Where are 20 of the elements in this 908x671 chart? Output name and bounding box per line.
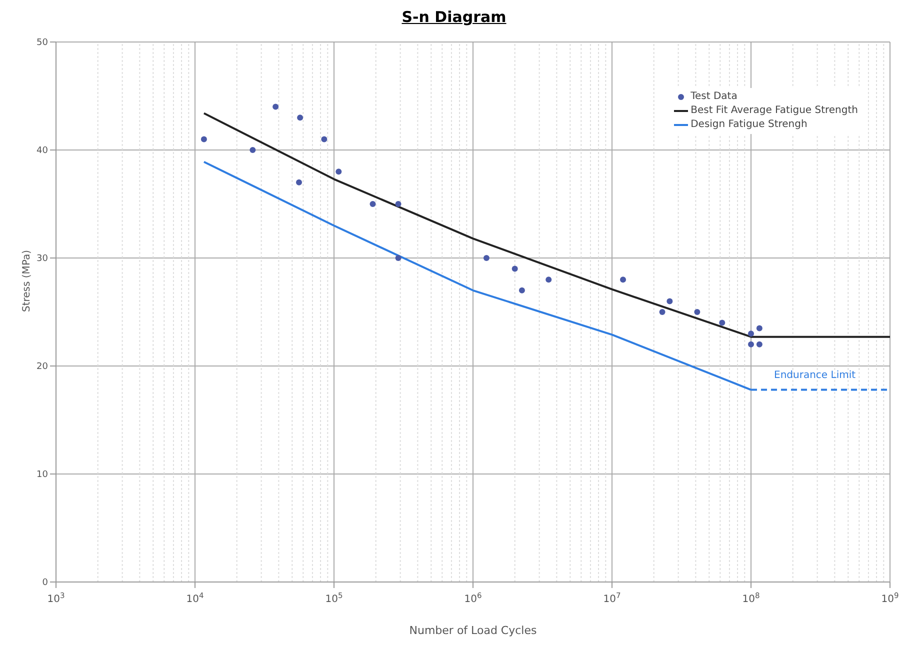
legend-label: Best Fit Average Fatigue Strength bbox=[690, 104, 858, 118]
y-tick-label: 0 bbox=[42, 578, 48, 588]
x-tick-label: 10$^{5}$ bbox=[325, 590, 343, 605]
x-axis-title: Number of Load Cycles bbox=[409, 624, 537, 637]
y-tick-label: 20 bbox=[36, 362, 48, 372]
annotation: Endurance Limit bbox=[774, 370, 856, 381]
x-tick-label: 10$^{7}$ bbox=[603, 590, 621, 605]
x-tick-label: 10$^{3}$ bbox=[47, 590, 65, 605]
legend-label: Test Data bbox=[690, 90, 738, 104]
y-tick-label: 40 bbox=[36, 146, 48, 156]
chart-title: S-n Diagram bbox=[400, 8, 508, 28]
x-tick-label: 10$^{9}$ bbox=[881, 590, 899, 605]
x-tick-label: 10$^{6}$ bbox=[464, 590, 482, 605]
y-tick-label: 30 bbox=[36, 254, 48, 264]
x-tick-label: 10$^{4}$ bbox=[186, 590, 204, 605]
y-tick-label: 50 bbox=[36, 38, 48, 48]
y-tick-label: 10 bbox=[36, 470, 48, 480]
legend-label: Design Fatigue Strengh bbox=[690, 118, 808, 132]
x-tick-label: 10$^{8}$ bbox=[742, 590, 760, 605]
y-axis-title: Stress (MPa) bbox=[22, 250, 33, 312]
